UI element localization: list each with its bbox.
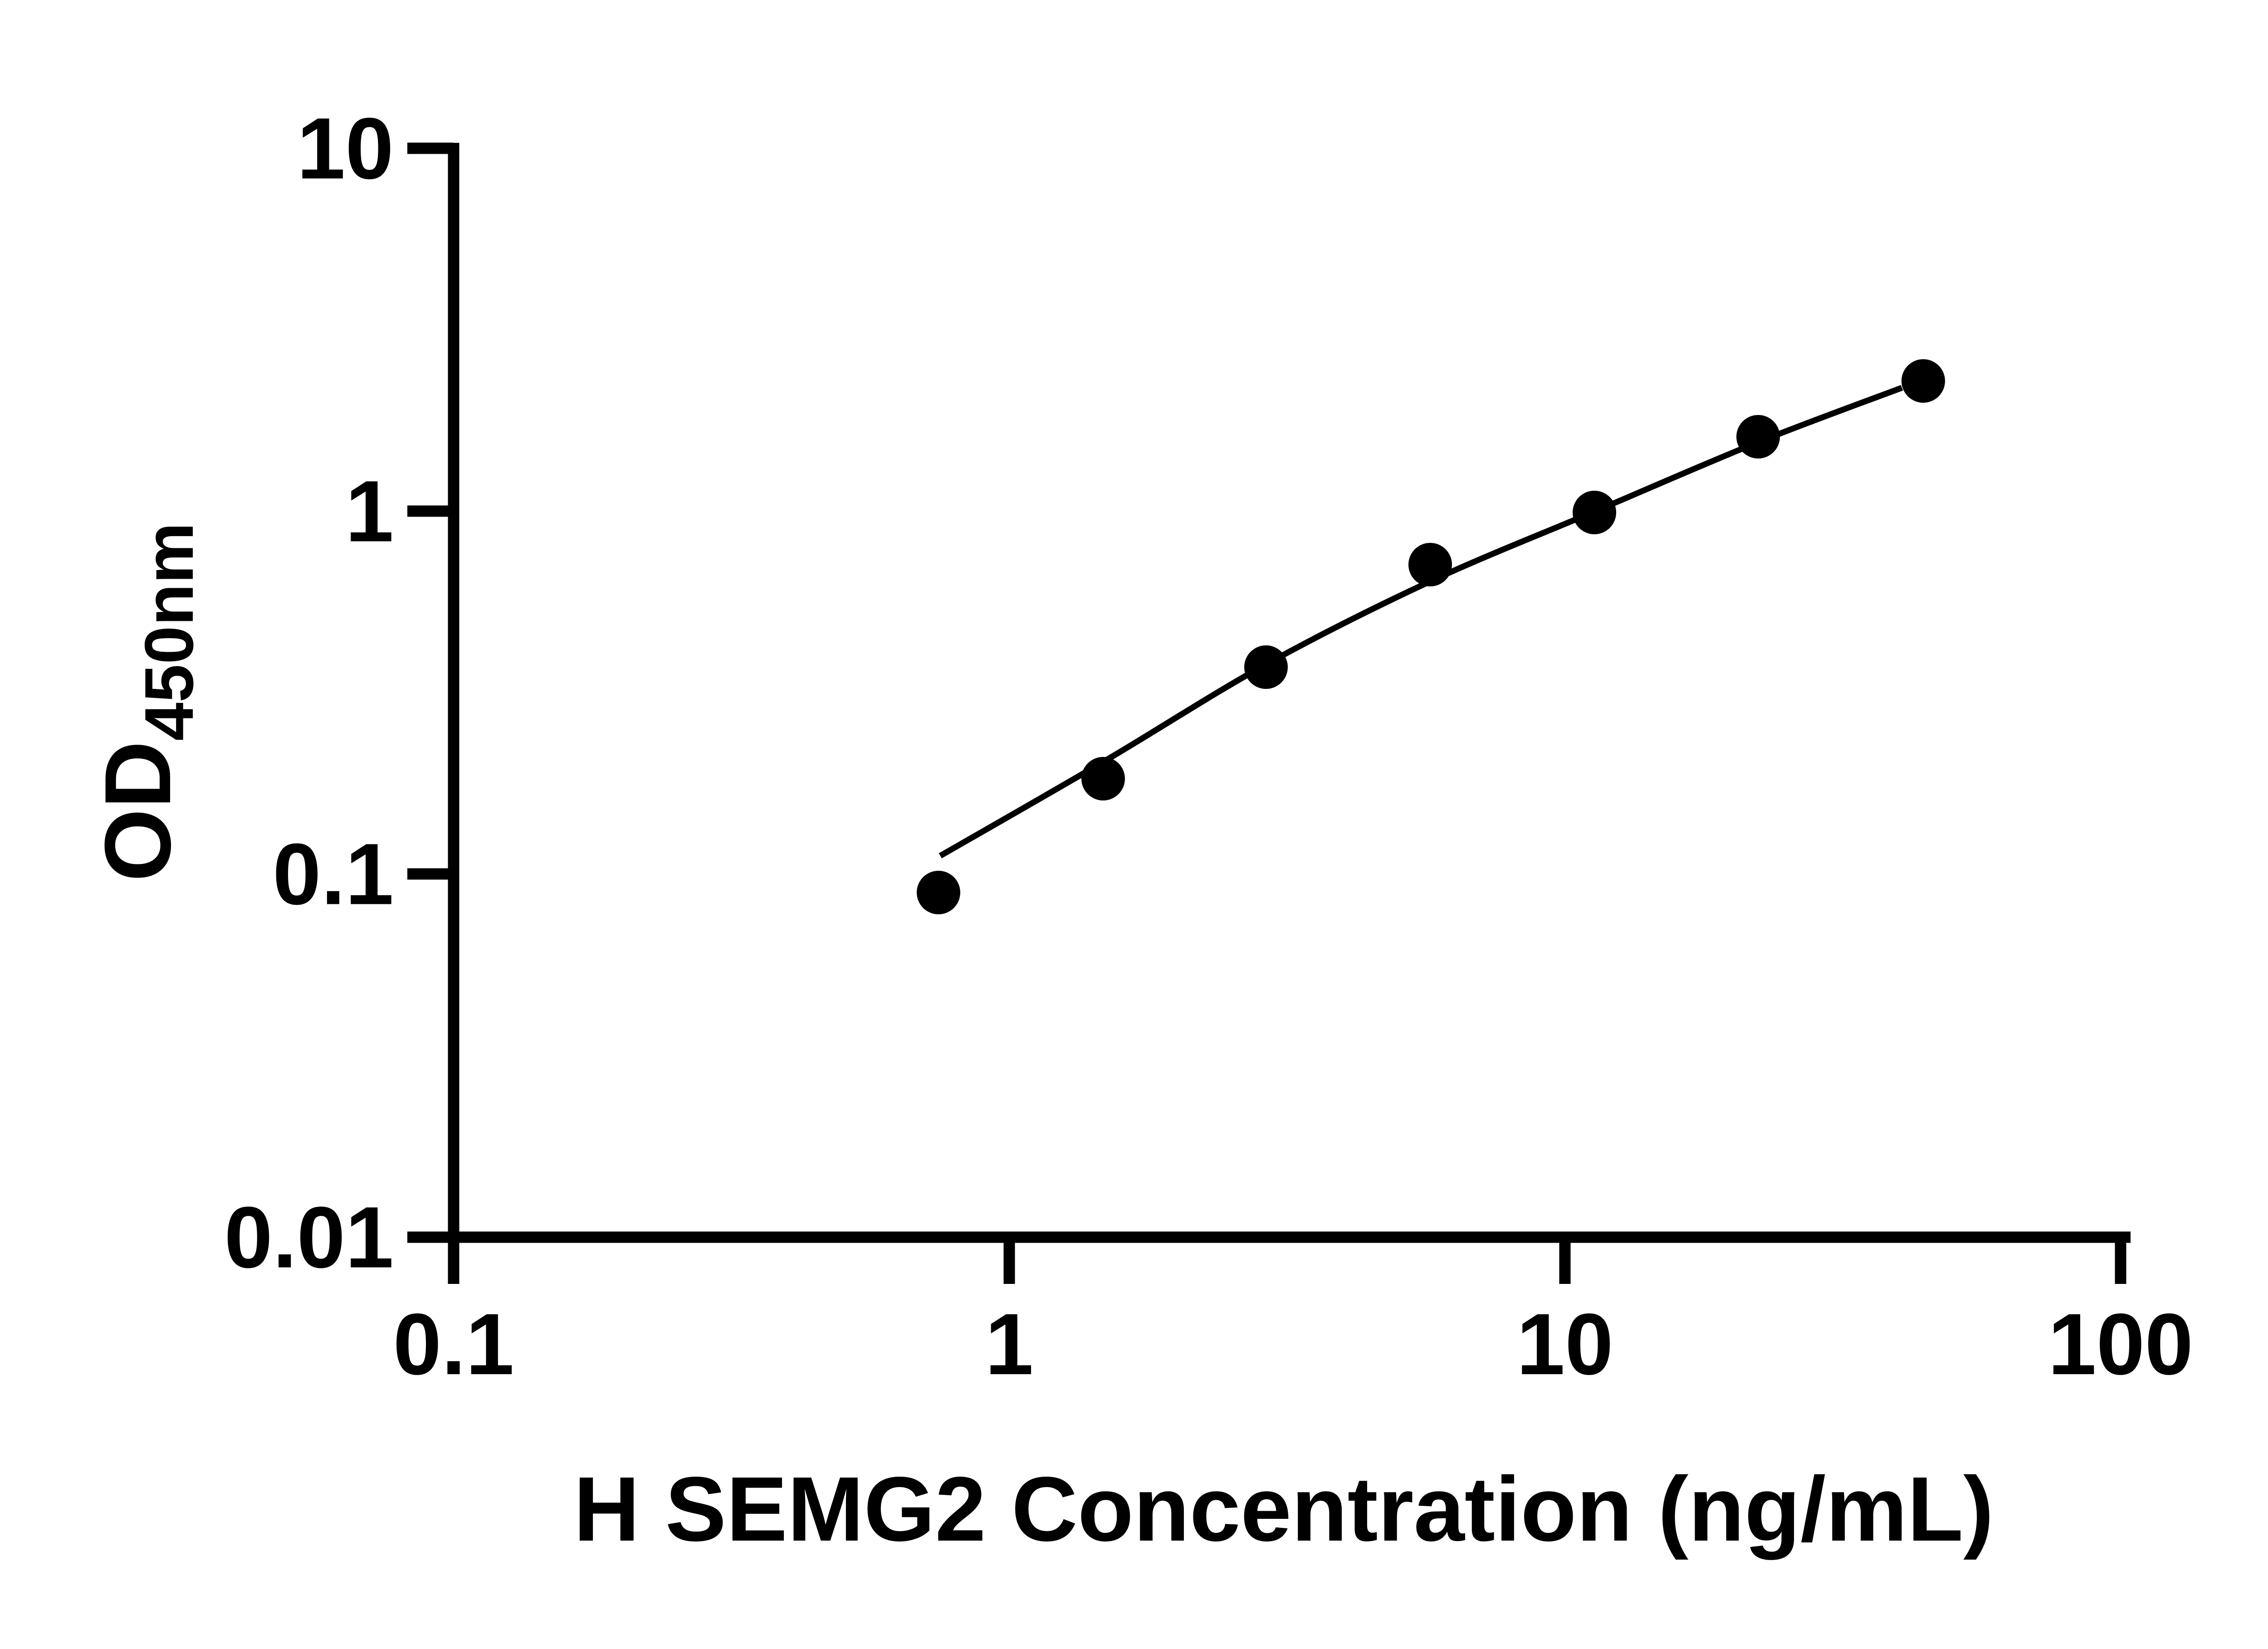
axes [407,143,2131,1243]
axis-ticks [407,142,2126,1284]
data-point-marker [1573,491,1616,534]
y-axis-title-text: OD450nm [85,522,208,882]
y-axis-title: OD450nm [85,522,208,882]
y-tick-label: 1 [345,463,394,560]
data-point-marker [1244,645,1288,689]
data-point-marker [917,871,960,914]
y-tick-label: 0.01 [224,1189,394,1286]
x-tick-label: 100 [2048,1295,2193,1393]
y-tick-label: 10 [297,100,394,197]
y-tick-label: 0.1 [273,825,394,923]
x-axis-title: H SEMG2 Concentration (ng/mL) [574,1458,1994,1560]
data-point-markers [917,359,1945,914]
x-tick-label: 0.1 [393,1295,514,1393]
data-point-marker [1901,359,1945,403]
data-point-marker [1408,543,1452,586]
data-point-marker [1081,757,1125,800]
data-point-marker [1736,415,1780,459]
x-tick-label: 10 [1516,1295,1613,1393]
x-tick-label: 1 [985,1295,1034,1393]
